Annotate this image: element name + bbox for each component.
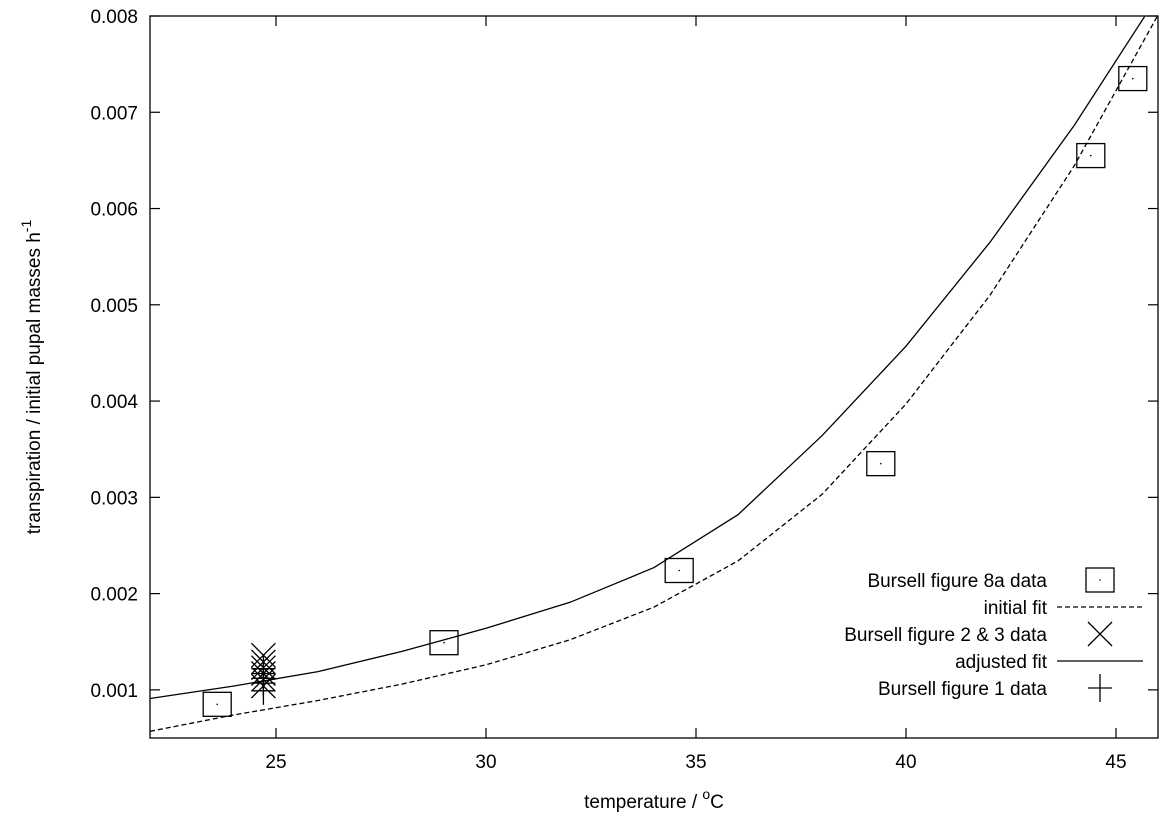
plot-frame [149, 15, 1159, 739]
y-tick-label: 0.006 [90, 200, 138, 221]
y-tick-label: 0.007 [90, 103, 138, 124]
legend-swatch-bursell-figure-2-3-data [1087, 621, 1113, 647]
legend-swatch-bursell-figure-1-data [1088, 674, 1112, 702]
y-tick-label: 0.008 [90, 7, 138, 28]
data-point-bursell-figure-8a-data [1076, 142, 1106, 169]
x-axis-label: temperature / oC [584, 786, 724, 813]
data-point-bursell-figure-1-data [251, 676, 276, 705]
plot-series [150, 16, 1158, 732]
data-point-bursell-figure-8a-data [664, 557, 694, 584]
y-tick-label: 0.003 [90, 488, 138, 509]
legend-swatch-bursell-figure-8a-data [1085, 567, 1115, 593]
legend: Bursell figure 8a data initial fit Bursell… [844, 567, 1143, 702]
legend-label-bursell-figure-2-3-data: Bursell figure 2 & 3 data [844, 625, 1047, 646]
data-point-bursell-figure-8a-data [429, 630, 459, 656]
x-tick-label: 35 [685, 752, 706, 773]
y-tick-label: 0.002 [90, 585, 138, 606]
x-tick-label: 40 [895, 752, 916, 773]
axes: 25 30 35 40 45 0.001 0.002 0.003 0.004 0.005 0.006… [90, 7, 1159, 773]
data-point-bursell-figure-8a-data [866, 450, 896, 477]
y-axis-label: transpiration / initial pupal masses h-1 [18, 220, 45, 535]
y-tick-label: 0.005 [90, 296, 138, 317]
legend-label-bursell-figure-1-data: Bursell figure 1 data [878, 679, 1047, 700]
legend-label-adjusted-fit: adjusted fit [955, 652, 1048, 673]
legend-label-bursell-figure-8a-data: Bursell figure 8a data [867, 571, 1047, 592]
x-tick-label: 30 [475, 752, 496, 773]
data-point-bursell-figure-8a-data [1118, 65, 1148, 92]
x-tick-label: 45 [1105, 752, 1126, 773]
series-line-adjusted-fit [150, 16, 1146, 700]
series-line-initial-fit [150, 16, 1158, 732]
data-point-bursell-figure-8a-data [202, 691, 232, 717]
x-tick-label: 25 [265, 752, 286, 773]
legend-label-initial-fit: initial fit [984, 598, 1048, 619]
y-tick-label: 0.001 [90, 681, 138, 702]
y-tick-label: 0.004 [90, 392, 138, 413]
